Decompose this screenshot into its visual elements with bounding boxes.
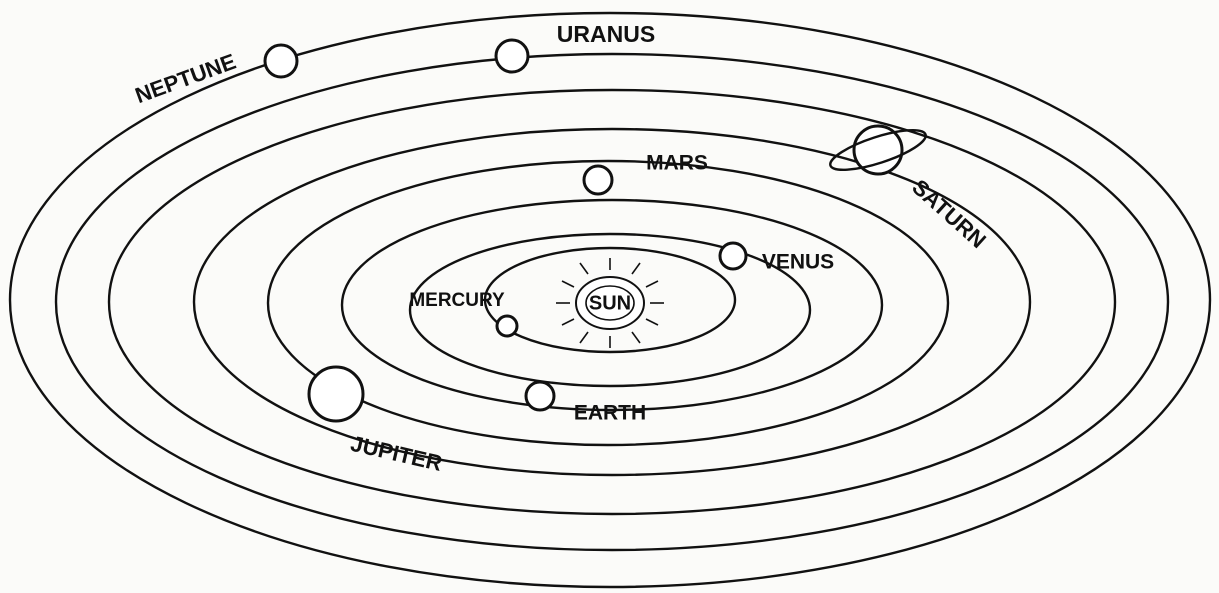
mercury-orbit — [483, 246, 737, 354]
uranus-orbit — [54, 52, 1170, 552]
mars-orbit — [266, 159, 950, 447]
jupiter — [307, 365, 365, 423]
neptune-orbit — [8, 11, 1212, 589]
uranus — [494, 38, 530, 74]
planet-label: MERCURY — [409, 290, 505, 311]
jupiter-orbit — [192, 127, 1032, 477]
planet-label: EARTH — [574, 402, 646, 425]
planet-label: JUPITER — [348, 431, 444, 476]
earth-orbit — [340, 198, 884, 412]
planet-label: SATURN — [907, 174, 991, 253]
planet-label: MARS — [646, 152, 708, 175]
mars — [582, 164, 614, 196]
saturn-orbit — [107, 88, 1117, 516]
sun: SUN — [556, 258, 664, 348]
planet-label: NEPTUNE — [132, 49, 239, 108]
earth — [524, 380, 556, 412]
neptune — [263, 43, 299, 79]
mercury — [495, 314, 519, 338]
planet-label: VENUS — [762, 251, 834, 274]
saturn — [829, 124, 927, 176]
planet-label: URANUS — [557, 21, 655, 47]
sun-label: SUN — [589, 292, 631, 314]
venus — [718, 241, 748, 271]
venus-orbit — [408, 232, 812, 388]
